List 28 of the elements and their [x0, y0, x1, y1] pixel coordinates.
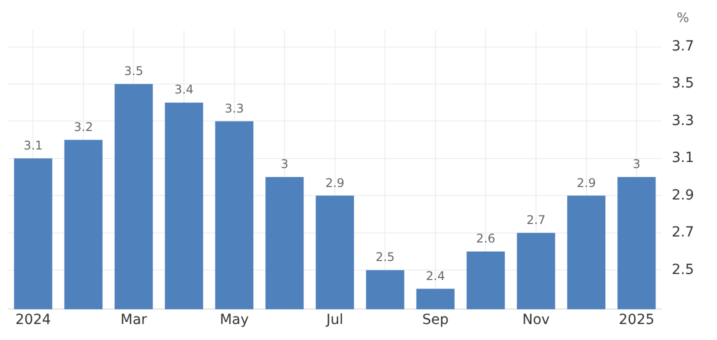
y-axis-title: % — [676, 10, 690, 26]
data-label: 2.6 — [476, 232, 496, 246]
x-tick-label: Jul — [325, 312, 344, 328]
data-label: 3.3 — [224, 101, 244, 116]
x-tick-label: 2024 — [15, 312, 52, 328]
data-label: 3 — [632, 157, 640, 172]
x-tick-label: 2025 — [618, 312, 654, 328]
y-tick-label: 3.5 — [672, 76, 694, 92]
y-tick-label: 3.7 — [672, 38, 694, 54]
data-label: 2.4 — [426, 268, 445, 283]
x-tick-label: Mar — [120, 312, 148, 328]
data-label: 3.4 — [174, 82, 194, 97]
x-tick-label: Nov — [522, 312, 550, 328]
y-tick-label: 3.1 — [672, 150, 694, 166]
data-label: 3.5 — [124, 64, 144, 78]
data-label: 2.9 — [576, 176, 596, 190]
y-tick-label: 2.9 — [672, 187, 694, 204]
x-tick-label: Sep — [422, 312, 449, 328]
y-tick-label: 2.5 — [672, 262, 694, 278]
data-label: 2.9 — [325, 176, 344, 190]
y-tick-label: 3.3 — [672, 112, 694, 129]
data-label: 3.2 — [74, 120, 93, 134]
data-label: 2.5 — [376, 250, 395, 264]
data-label: 2.7 — [526, 213, 546, 228]
y-tick-label: 2.7 — [672, 224, 694, 241]
data-label: 3 — [280, 157, 288, 172]
data-label: 3.1 — [24, 138, 43, 153]
x-tick-label: May — [220, 312, 249, 328]
